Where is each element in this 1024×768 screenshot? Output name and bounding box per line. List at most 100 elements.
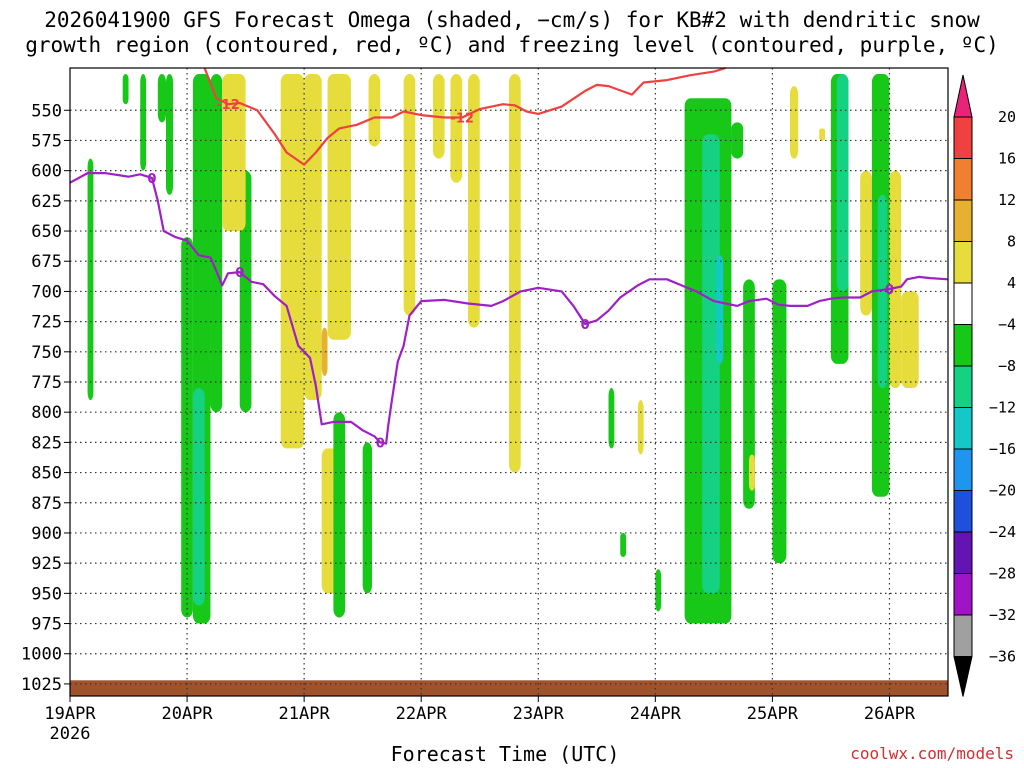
colorbar-segment [953, 365, 973, 408]
x-tick-label: 20APR [161, 704, 213, 724]
colorbar-segment [953, 324, 973, 367]
freezing-level-contour [69, 172, 949, 445]
contour-lines: -12 -12 0 0 0 0 0 [69, 66, 949, 451]
x-tick-label: 25APR [747, 704, 799, 724]
y-tick-label: 950 [31, 584, 62, 604]
y-tick-label: 700 [31, 282, 62, 302]
omega-region [368, 74, 381, 147]
x-tick-year: 2026 [50, 724, 91, 744]
omega-region [860, 170, 872, 316]
omega-region [772, 279, 787, 564]
omega-region [280, 74, 305, 449]
y-tick-label: 750 [31, 343, 62, 363]
omega-region [620, 532, 627, 558]
colorbar-label: −24 [989, 523, 1016, 541]
omega-region [901, 291, 919, 389]
freezing-level-label: 0 [581, 318, 590, 333]
colorbar-label: −8 [998, 357, 1016, 375]
colorbar-segment [953, 241, 973, 284]
x-tick-label: 22APR [396, 704, 448, 724]
colorbar-label: 12 [998, 191, 1016, 209]
freezing-level-label: 0 [147, 172, 156, 187]
colorbar-label: −4 [998, 316, 1016, 334]
colorbar-label: 16 [998, 150, 1016, 168]
omega-region [304, 74, 322, 401]
y-tick-label: 825 [31, 433, 62, 453]
y-tick-label: 875 [31, 494, 62, 514]
colorbar-top-arrow [953, 74, 973, 118]
freezing-level-label: 0 [376, 436, 385, 451]
x-tick-label: 21APR [279, 704, 331, 724]
omega-region [87, 158, 94, 401]
omega-region [743, 279, 755, 509]
colorbar-segment [953, 573, 973, 616]
omega-region [789, 86, 799, 159]
omega-region [192, 388, 205, 606]
omega-region [157, 74, 166, 123]
y-tick-label: 600 [31, 162, 62, 182]
colorbar-segment [953, 199, 973, 242]
colorbar-segment [953, 531, 973, 574]
omega-region [450, 74, 463, 183]
omega-region [731, 122, 744, 159]
colorbar-label: −36 [989, 648, 1016, 666]
omega-region [836, 74, 849, 292]
omega-region [468, 74, 480, 328]
x-tick-label: 26APR [864, 704, 916, 724]
snow-growth-label: -12 [450, 112, 474, 127]
snow-growth-label: -12 [216, 98, 240, 113]
colorbar-segment [953, 448, 973, 491]
y-tick-label: 650 [31, 222, 62, 242]
colorbar-bottom-arrow [953, 656, 973, 697]
omega-region [140, 74, 147, 171]
y-tick-label: 725 [31, 313, 62, 333]
y-tick-label: 925 [31, 554, 62, 574]
title-line-2: growth region (contoured, red, ºC) and f… [25, 33, 999, 57]
colorbar-segment [953, 490, 973, 533]
colorbar-label: −32 [989, 606, 1016, 624]
omega-region [702, 134, 720, 594]
omega-region [608, 388, 615, 449]
title-line-1: 2026041900 GFS Forecast Omega (shaded, −… [44, 8, 980, 32]
colorbar: 20 16 12 8 4 −4 −8 −12 −16 −20 −24 −28 −32 −36 [953, 74, 1016, 697]
grid-lines [70, 68, 948, 696]
omega-region [333, 412, 346, 618]
x-tick-label: 24APR [630, 704, 682, 724]
surface-fill [70, 680, 948, 696]
colorbar-segment [953, 116, 973, 159]
freezing-level-label: 0 [885, 283, 894, 298]
y-tick-label: 900 [31, 524, 62, 544]
omega-region [655, 569, 662, 612]
omega-region [819, 128, 826, 141]
colorbar-segment [953, 614, 973, 657]
x-tick-label: 19APR [44, 704, 96, 724]
y-tick-label: 550 [31, 101, 62, 121]
y-tick-label: 1025 [21, 675, 62, 695]
colorbar-segment [953, 158, 973, 201]
omega-region [321, 327, 328, 376]
omega-region [748, 454, 755, 491]
omega-region [362, 442, 373, 594]
chart-title: 2026041900 GFS Forecast Omega (shaded, −… [0, 8, 1024, 58]
surface-terrain [70, 680, 948, 696]
y-tick-label: 800 [31, 403, 62, 423]
source-credit: coolwx.com/models [850, 744, 1014, 763]
colorbar-label: −12 [989, 399, 1016, 417]
freezing-level-label: 0 [235, 266, 244, 281]
omega-region [889, 170, 902, 389]
omega-region [637, 400, 644, 455]
omega-region [509, 74, 521, 473]
colorbar-label: −20 [989, 482, 1016, 500]
snow-growth-contour [203, 66, 726, 166]
y-tick-label: 975 [31, 615, 62, 635]
y-tick-label: 625 [31, 192, 62, 212]
omega-region [181, 237, 193, 618]
omega-region [122, 74, 129, 105]
x-axis-ticks: 19APR 20APR 21APR 22APR 23APR 24APR 25APR 26APR… [44, 696, 916, 744]
omega-region [222, 74, 246, 232]
omega-region [165, 74, 174, 195]
omega-region [403, 74, 416, 316]
omega-region [877, 194, 888, 389]
y-tick-label: 775 [31, 373, 62, 393]
